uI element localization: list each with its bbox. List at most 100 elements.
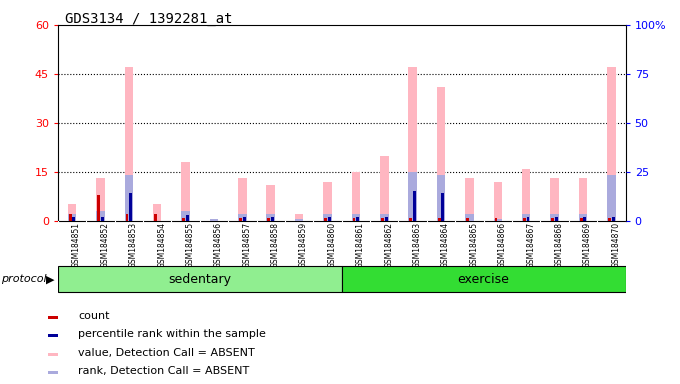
Bar — [96, 211, 105, 221]
Bar — [465, 214, 474, 221]
Bar — [295, 219, 303, 221]
Text: GSM184854: GSM184854 — [157, 222, 166, 268]
Bar — [182, 162, 190, 221]
Text: GSM184857: GSM184857 — [242, 222, 252, 268]
Bar — [409, 217, 412, 221]
Text: sedentary: sedentary — [168, 273, 231, 286]
Bar — [413, 192, 416, 221]
Bar — [129, 194, 132, 221]
Text: GSM184868: GSM184868 — [555, 222, 564, 268]
Bar — [97, 195, 100, 221]
Bar — [612, 217, 615, 221]
Bar — [385, 217, 388, 221]
Bar — [494, 217, 497, 221]
Bar — [438, 217, 441, 221]
Bar — [352, 214, 360, 221]
Bar — [238, 179, 247, 221]
Bar — [323, 182, 332, 221]
Bar — [381, 217, 384, 221]
Bar — [154, 214, 156, 221]
Bar — [182, 211, 190, 221]
Bar — [209, 219, 218, 221]
Bar — [441, 194, 444, 221]
Text: ▶: ▶ — [46, 274, 54, 285]
Bar — [267, 214, 275, 221]
Bar — [523, 217, 526, 221]
Bar — [409, 68, 417, 221]
Bar — [580, 217, 583, 221]
Bar — [550, 179, 559, 221]
Bar — [328, 217, 330, 221]
Text: GSM184867: GSM184867 — [526, 222, 535, 268]
Bar — [380, 156, 388, 221]
Bar — [380, 214, 388, 221]
Bar — [494, 219, 502, 221]
Bar — [437, 87, 445, 221]
Text: GSM184866: GSM184866 — [498, 222, 507, 268]
Bar — [583, 217, 586, 221]
Bar — [409, 172, 417, 221]
Text: GSM184851: GSM184851 — [72, 222, 81, 268]
Bar — [356, 217, 359, 221]
Text: GSM184870: GSM184870 — [611, 222, 620, 268]
Text: GSM184852: GSM184852 — [101, 222, 109, 268]
Text: GSM184863: GSM184863 — [413, 222, 422, 268]
Bar — [607, 68, 615, 221]
Text: GSM184855: GSM184855 — [186, 222, 194, 268]
Bar — [101, 217, 103, 221]
Text: percentile rank within the sample: percentile rank within the sample — [78, 329, 266, 339]
Text: GSM184862: GSM184862 — [384, 222, 393, 268]
Bar — [607, 175, 615, 221]
Bar — [126, 214, 129, 221]
Bar — [342, 266, 626, 292]
Bar — [466, 217, 469, 221]
Text: GSM184864: GSM184864 — [441, 222, 450, 268]
Bar — [527, 217, 530, 221]
Bar — [555, 217, 558, 221]
Bar — [271, 217, 274, 221]
Bar — [437, 175, 445, 221]
Text: GSM184859: GSM184859 — [299, 222, 308, 268]
Bar — [353, 217, 356, 221]
Text: protocol: protocol — [1, 274, 47, 285]
Text: GSM184858: GSM184858 — [271, 222, 279, 268]
Text: rank, Detection Call = ABSENT: rank, Detection Call = ABSENT — [78, 366, 250, 376]
Bar — [522, 169, 530, 221]
Bar — [579, 179, 588, 221]
Bar — [209, 219, 218, 221]
Text: exercise: exercise — [458, 273, 509, 286]
Bar — [608, 217, 611, 221]
Bar — [48, 371, 58, 374]
Text: GSM184861: GSM184861 — [356, 222, 365, 268]
Bar — [465, 179, 474, 221]
Bar — [186, 215, 189, 221]
Bar — [239, 217, 242, 221]
Bar — [550, 214, 559, 221]
Text: count: count — [78, 311, 109, 321]
Text: GSM184869: GSM184869 — [583, 222, 592, 268]
Bar — [494, 182, 502, 221]
Text: GSM184856: GSM184856 — [214, 222, 223, 268]
Bar — [96, 179, 105, 221]
Bar — [267, 185, 275, 221]
Text: GSM184860: GSM184860 — [328, 222, 337, 268]
Text: value, Detection Call = ABSENT: value, Detection Call = ABSENT — [78, 348, 255, 358]
Bar — [153, 205, 161, 221]
Bar — [295, 214, 303, 221]
Bar — [182, 217, 185, 221]
Bar — [48, 316, 58, 319]
Bar — [579, 214, 588, 221]
Bar — [48, 334, 58, 337]
Bar — [58, 266, 342, 292]
Bar — [551, 217, 554, 221]
Bar — [68, 214, 76, 221]
Bar — [69, 214, 71, 221]
Bar — [73, 217, 75, 221]
Bar — [522, 214, 530, 221]
Text: GSM184853: GSM184853 — [129, 222, 138, 268]
Bar — [324, 217, 327, 221]
Text: GDS3134 / 1392281_at: GDS3134 / 1392281_at — [65, 12, 232, 25]
Bar — [243, 217, 245, 221]
Bar — [68, 205, 76, 221]
Bar — [352, 172, 360, 221]
